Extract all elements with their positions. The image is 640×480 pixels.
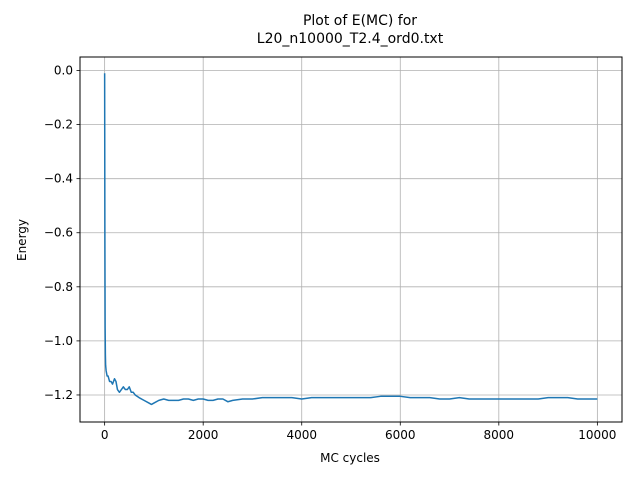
y-tick-label: −0.4 — [44, 172, 73, 186]
y-tick-label: −1.2 — [44, 388, 73, 402]
x-axis-label: MC cycles — [320, 451, 380, 465]
chart-title-line1: Plot of E(MC) for — [303, 13, 417, 29]
axis-ticks: 0 2000 4000 6000 8000 10000 0.0 −0.2 −0.4 −0.6 −0.… — [44, 64, 617, 442]
series-line — [103, 73, 598, 406]
y-tick-label: −0.2 — [44, 118, 73, 132]
y-tick-label: −1.0 — [44, 334, 73, 348]
axes-frame — [79, 56, 623, 423]
y-tick-label: −0.6 — [44, 226, 73, 240]
x-tick-label: 6000 — [385, 428, 416, 442]
grid-lines — [80, 57, 622, 422]
y-tick-label: −0.8 — [44, 280, 73, 294]
y-axis-label: Energy — [15, 219, 29, 261]
x-tick-label: 8000 — [484, 428, 515, 442]
x-tick-label: 4000 — [286, 428, 317, 442]
x-tick-label: 2000 — [188, 428, 219, 442]
y-tick-label: 0.0 — [54, 64, 73, 78]
x-tick-label: 10000 — [578, 428, 616, 442]
x-tick-label: 0 — [101, 428, 109, 442]
plot-area — [103, 73, 598, 406]
chart-title-line2: L20_n10000_T2.4_ord0.txt — [257, 31, 444, 47]
